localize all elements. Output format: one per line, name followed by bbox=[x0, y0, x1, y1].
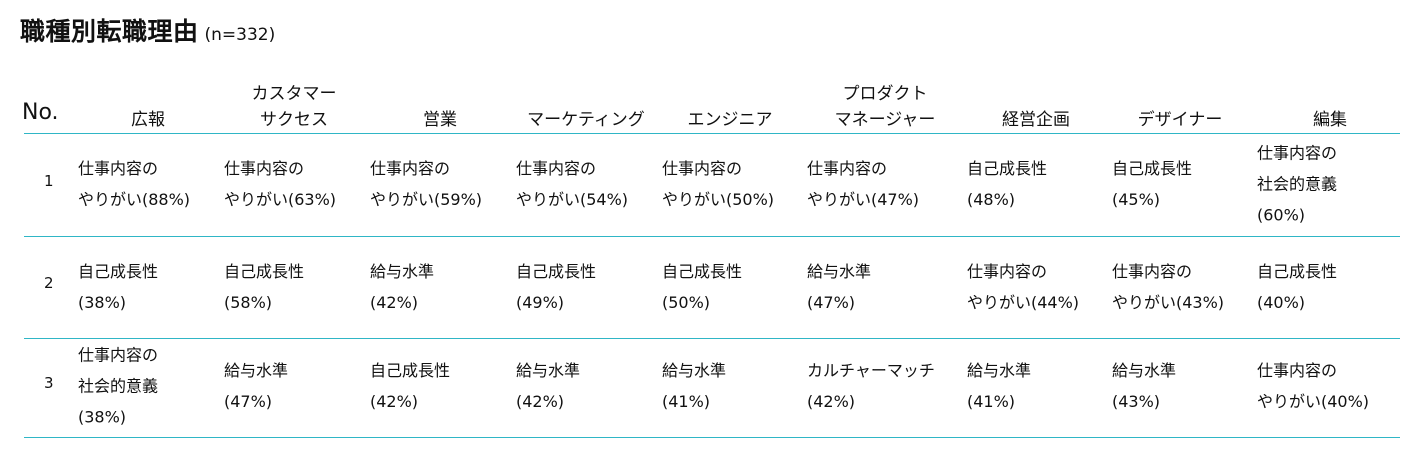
table-cell: 仕事内容の やりがい(44%) bbox=[967, 262, 1080, 312]
row-number: 1 bbox=[44, 172, 54, 190]
no-column-header: No. bbox=[22, 100, 59, 125]
table-cell: 仕事内容の やりがい(88%) bbox=[78, 159, 191, 209]
table-cell: 自己成長性 (50%) bbox=[662, 262, 743, 312]
row-divider bbox=[24, 133, 1400, 134]
title-main: 職種別転職理由 bbox=[20, 17, 199, 46]
column-header: カスタマー サクセス bbox=[251, 84, 337, 130]
table-cell: 仕事内容の やりがい(43%) bbox=[1112, 262, 1225, 312]
table-cell: 自己成長性 (58%) bbox=[224, 262, 305, 312]
column-header: 経営企画 bbox=[1002, 110, 1070, 130]
column-header: エンジニア bbox=[687, 110, 773, 130]
table-cell: 給与水準 (47%) bbox=[807, 262, 872, 312]
table-cell: 給与水準 (41%) bbox=[967, 361, 1032, 411]
column-header: 広報 bbox=[131, 110, 165, 130]
table-cell: カルチャーマッチ (42%) bbox=[807, 361, 935, 411]
table-cell: 自己成長性 (40%) bbox=[1257, 262, 1338, 312]
table-cell: 給与水準 (43%) bbox=[1112, 361, 1177, 411]
title-sample-size: (n=332) bbox=[204, 25, 276, 45]
row-number: 2 bbox=[44, 274, 54, 292]
table-cell: 仕事内容の やりがい(59%) bbox=[370, 159, 483, 209]
table-cell: 自己成長性 (48%) bbox=[967, 159, 1048, 209]
column-header: 編集 bbox=[1313, 110, 1347, 130]
table-cell: 仕事内容の やりがい(47%) bbox=[807, 159, 920, 209]
page-title: 職種別転職理由 (n=332) bbox=[20, 12, 275, 48]
table-cell: 給与水準 (42%) bbox=[516, 361, 581, 411]
table-cell: 給与水準 (47%) bbox=[224, 361, 289, 411]
column-header: マーケティング bbox=[527, 110, 645, 130]
table-cell: 自己成長性 (38%) bbox=[78, 262, 159, 312]
table-cell: 自己成長性 (49%) bbox=[516, 262, 597, 312]
table-cell: 給与水準 (41%) bbox=[662, 361, 727, 411]
row-divider bbox=[24, 338, 1400, 339]
table-cell: 仕事内容の やりがい(54%) bbox=[516, 159, 629, 209]
row-divider bbox=[24, 236, 1400, 237]
table-cell: 給与水準 (42%) bbox=[370, 262, 435, 312]
column-header: デザイナー bbox=[1137, 110, 1223, 130]
table-cell: 仕事内容の やりがい(50%) bbox=[662, 159, 775, 209]
row-number: 3 bbox=[44, 374, 54, 392]
table-cell: 仕事内容の 社会的意義 (38%) bbox=[78, 345, 159, 427]
table-cell: 仕事内容の やりがい(40%) bbox=[1257, 361, 1370, 411]
table-cell: 仕事内容の 社会的意義 (60%) bbox=[1257, 143, 1338, 225]
table-cell: 自己成長性 (42%) bbox=[370, 361, 451, 411]
column-header: プロダクト マネージャー bbox=[834, 84, 936, 130]
table-cell: 仕事内容の やりがい(63%) bbox=[224, 159, 337, 209]
table-cell: 自己成長性 (45%) bbox=[1112, 159, 1193, 209]
row-divider bbox=[24, 437, 1400, 438]
column-header: 営業 bbox=[423, 110, 457, 130]
